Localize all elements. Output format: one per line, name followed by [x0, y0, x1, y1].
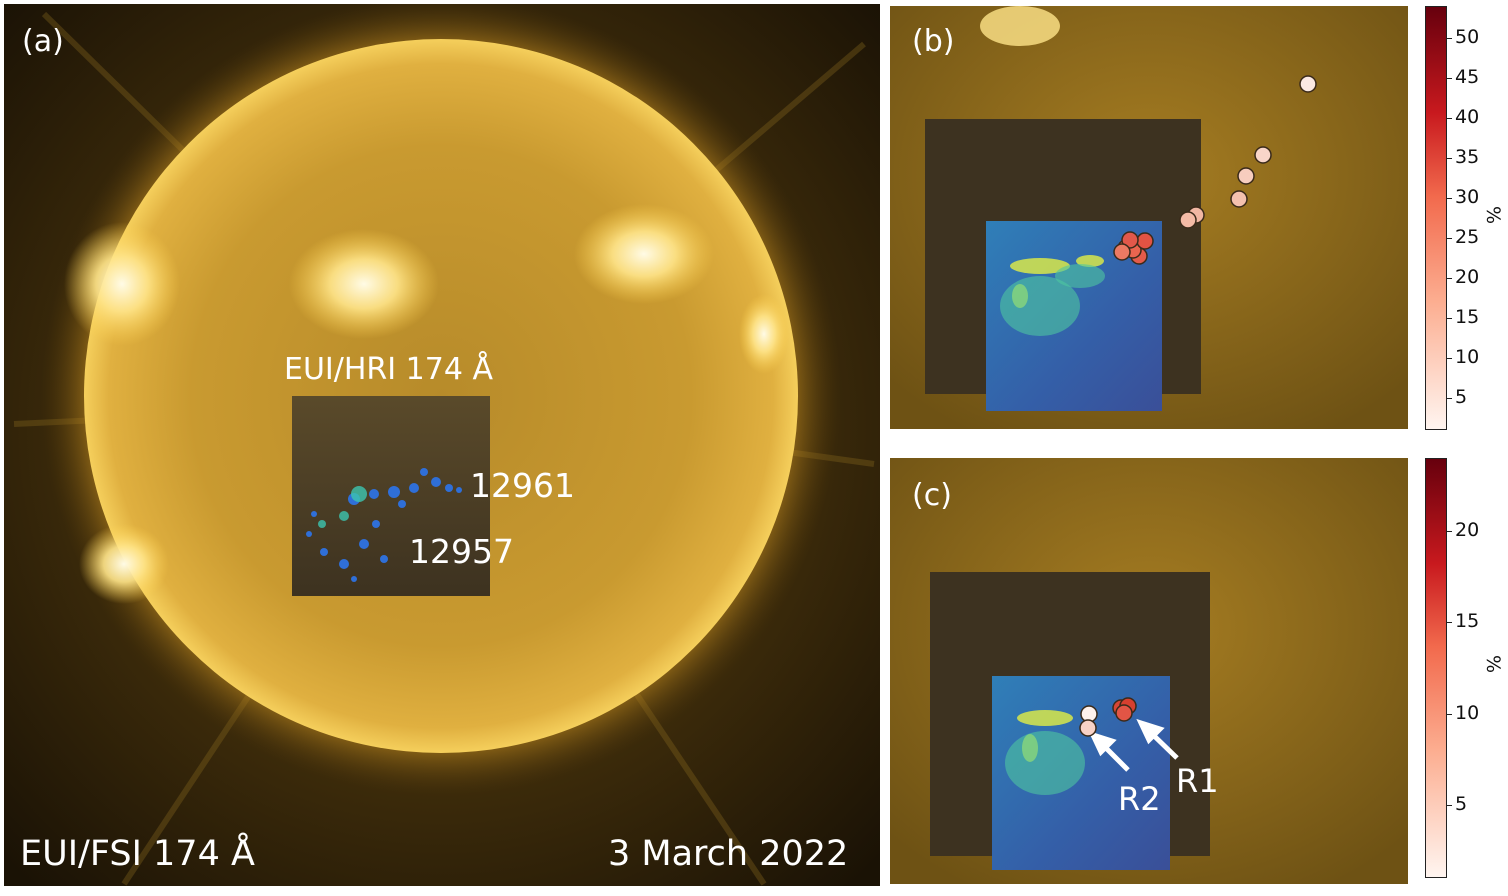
colorbar-tick-label: 30 — [1455, 186, 1480, 208]
measurement-marker — [1115, 704, 1133, 722]
colorbar-tick-label: 45 — [1455, 66, 1480, 88]
colorbar-tick-label: 20 — [1455, 266, 1480, 288]
panel-c-colorbar — [1425, 458, 1447, 878]
measurement-marker — [1299, 75, 1317, 93]
panel-b-map — [890, 6, 1408, 429]
measurement-marker — [1179, 211, 1197, 229]
colorbar-tick-mark — [1447, 238, 1452, 239]
panel-a-label: (a) — [22, 24, 64, 59]
colorbar-tick-mark — [1447, 713, 1452, 715]
hri-label: EUI/HRI 174 Å — [284, 352, 493, 387]
measurement-marker — [1136, 232, 1154, 250]
colorbar-tick-label: 25 — [1455, 226, 1480, 248]
colorbar-tick-label: 5 — [1455, 792, 1468, 815]
colorbar-tick-mark — [1447, 531, 1452, 533]
panel-c-image: (c) R2 R1 — [890, 458, 1408, 884]
colorbar-tick-mark — [1447, 38, 1452, 39]
panel-c-label: (c) — [912, 478, 952, 513]
colorbar-tick-mark — [1447, 278, 1452, 279]
panel-c-map — [890, 458, 1408, 884]
panel-b-colorbar — [1425, 6, 1447, 430]
measurement-marker — [1121, 231, 1139, 249]
colorbar-tick-label: 5 — [1455, 386, 1468, 408]
arrow-label-r2: R2 — [1118, 780, 1161, 818]
colorbar-tick-mark — [1447, 78, 1452, 79]
measurement-marker — [1079, 719, 1097, 737]
colorbar-tick-mark — [1447, 358, 1452, 359]
colorbar-tick-mark — [1447, 804, 1452, 806]
colorbar-tick-label: 40 — [1455, 106, 1480, 128]
colorbar-tick-label: 10 — [1455, 346, 1480, 368]
colorbar-tick-mark — [1447, 398, 1452, 399]
date-label: 3 March 2022 — [608, 834, 849, 874]
region-label-12961: 12961 — [470, 466, 575, 505]
colorbar-tick-label: 50 — [1455, 26, 1480, 48]
measurement-marker — [1230, 190, 1248, 208]
colorbar-tick-mark — [1447, 158, 1452, 159]
panel-c-markers — [1079, 697, 1137, 737]
panel-b-markers — [1113, 75, 1317, 265]
colorbar-tick-label: 15 — [1455, 306, 1480, 328]
panel-b-label: (b) — [912, 24, 955, 59]
colorbar-tick-label: 15 — [1455, 610, 1480, 633]
colorbar-tick-label: 20 — [1455, 519, 1480, 542]
measurement-marker — [1254, 146, 1272, 164]
colorbar-tick-label: 35 — [1455, 146, 1480, 168]
instrument-label: EUI/FSI 174 Å — [20, 834, 255, 874]
region-label-12957: 12957 — [409, 532, 514, 571]
arrow-label-r1: R1 — [1176, 762, 1219, 800]
colorbar-tick-mark — [1447, 118, 1452, 119]
colorbar-tick-mark — [1447, 622, 1452, 624]
measurement-marker — [1237, 167, 1255, 185]
fsi-full-disk-image — [4, 4, 880, 886]
colorbar-tick-mark — [1447, 318, 1452, 319]
colorbar-tick-mark — [1447, 198, 1452, 199]
panel-b-image: (b) — [890, 6, 1408, 429]
panel-b-colorbar-unit: % — [1482, 206, 1504, 225]
panel-c-colorbar-unit: % — [1482, 655, 1504, 674]
measurement-marker — [1113, 243, 1131, 261]
panel-a-fsi-image: (a) EUI/HRI 174 Å 12961 12957 EUI/FSI 17… — [4, 4, 880, 886]
colorbar-tick-label: 10 — [1455, 701, 1480, 724]
